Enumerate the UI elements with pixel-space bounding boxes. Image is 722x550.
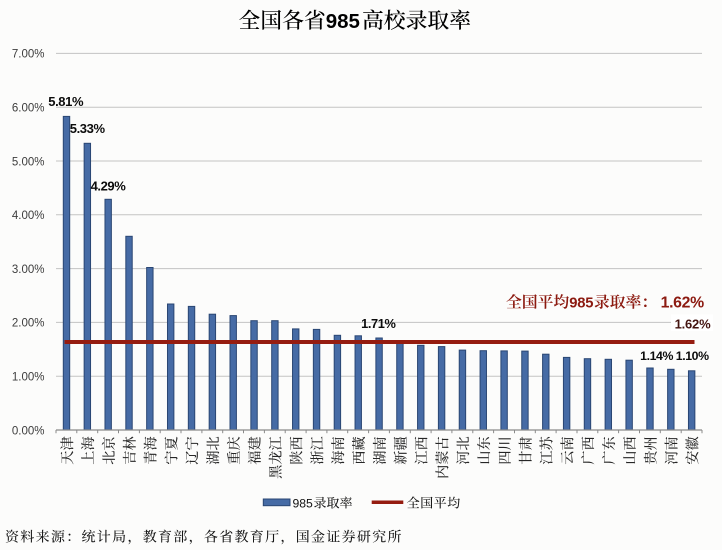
- svg-text:6.00%: 6.00%: [12, 103, 45, 115]
- svg-text:1.10%: 1.10%: [676, 349, 709, 363]
- svg-text:5.81%: 5.81%: [48, 94, 84, 109]
- svg-text:1.00%: 1.00%: [12, 372, 45, 384]
- svg-text:985: 985: [569, 296, 593, 312]
- svg-text:1.62%: 1.62%: [675, 317, 712, 332]
- svg-text:5.33%: 5.33%: [70, 121, 106, 136]
- svg-text:4.00%: 4.00%: [12, 210, 45, 222]
- svg-text:1.62%: 1.62%: [661, 295, 705, 312]
- svg-text:985: 985: [326, 10, 360, 33]
- svg-text:3.00%: 3.00%: [12, 264, 45, 276]
- svg-text:1.71%: 1.71%: [361, 316, 396, 331]
- svg-text:4.29%: 4.29%: [91, 178, 127, 193]
- svg-text:985: 985: [293, 497, 314, 511]
- svg-text:5.00%: 5.00%: [12, 156, 45, 168]
- svg-text:1.14%: 1.14%: [640, 349, 673, 363]
- svg-text:0.00%: 0.00%: [12, 425, 45, 437]
- svg-text:7.00%: 7.00%: [12, 49, 45, 61]
- svg-text:2.00%: 2.00%: [12, 318, 45, 330]
